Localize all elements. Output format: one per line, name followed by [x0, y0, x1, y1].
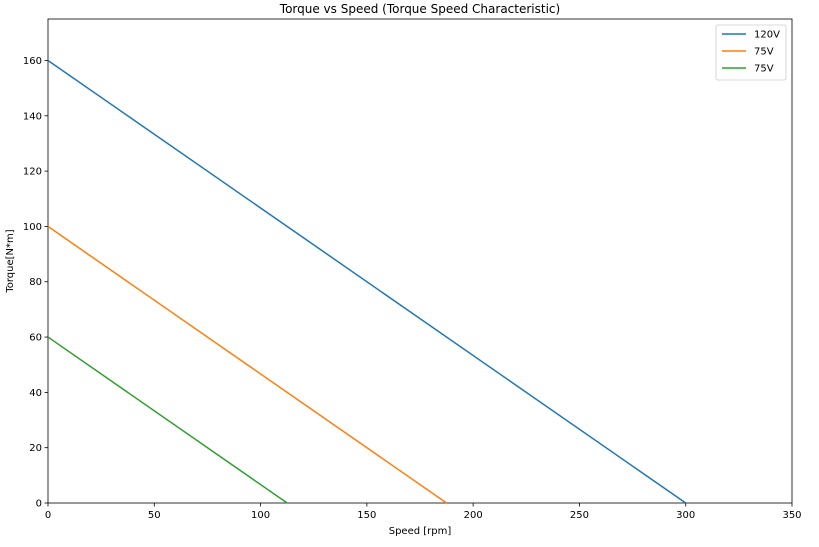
y-tick-label: 80 [29, 277, 42, 288]
x-tick-label: 0 [45, 510, 51, 521]
x-tick-label: 150 [357, 510, 376, 521]
x-tick-label: 300 [676, 510, 695, 521]
legend-entry-3: 75V [754, 64, 774, 75]
x-axis-ticks: 0 50 100 150 200 250 300 350 [45, 503, 802, 521]
x-tick-label: 100 [251, 510, 270, 521]
series-line-3 [47, 336, 288, 504]
x-tick-label: 200 [464, 510, 483, 521]
legend-entry-1: 120V [754, 30, 780, 41]
y-tick-label: 160 [23, 56, 42, 67]
x-tick-label: 250 [570, 510, 589, 521]
y-axis-label: Torque[N*m] [5, 229, 16, 293]
y-tick-label: 60 [29, 333, 42, 344]
y-tick-label: 100 [23, 222, 42, 233]
y-tick-label: 120 [23, 167, 42, 178]
legend: 120V 75V 75V [715, 24, 787, 81]
series-line-1 [47, 59, 687, 504]
y-tick-label: 140 [23, 111, 42, 122]
y-tick-label: 20 [29, 443, 42, 454]
y-tick-label: 0 [36, 499, 42, 510]
legend-entry-2: 75V [754, 47, 774, 58]
chart-title: Torque vs Speed (Torque Speed Characteri… [279, 2, 560, 16]
series-lines [47, 59, 687, 504]
y-axis-ticks: 0 20 40 60 80 100 120 140 160 [23, 56, 48, 510]
legend-box [715, 24, 787, 81]
x-tick-label: 50 [148, 510, 161, 521]
plot-area [47, 18, 793, 504]
x-tick-label: 350 [782, 510, 801, 521]
series-line-2 [47, 225, 447, 504]
y-tick-label: 40 [29, 388, 42, 399]
x-axis-label: Speed [rpm] [389, 526, 452, 537]
